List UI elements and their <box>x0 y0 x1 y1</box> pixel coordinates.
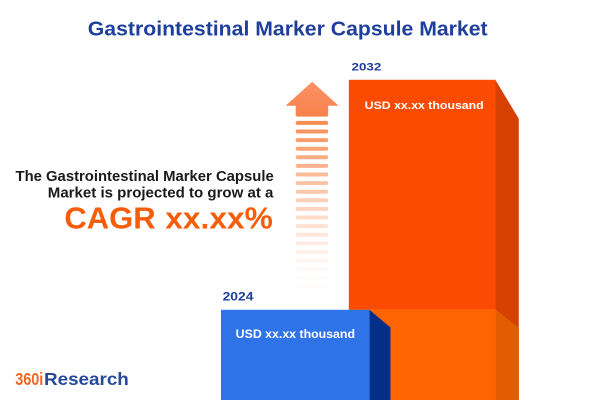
svg-text:The Gastrointestinal Marker Ca: The Gastrointestinal Marker Capsule <box>16 169 274 185</box>
svg-text:CAGR: CAGR <box>64 201 155 236</box>
svg-text:Market is projected to grow at: Market is projected to grow at a <box>48 185 275 201</box>
svg-text:2024: 2024 <box>223 289 254 303</box>
svg-text:2032: 2032 <box>352 62 382 74</box>
svg-text:Research: Research <box>44 369 129 389</box>
svg-text:Gastrointestinal Marker Capsul: Gastrointestinal Marker Capsule Market <box>88 19 488 41</box>
svg-text:USD xx.xx thousand: USD xx.xx thousand <box>236 327 355 341</box>
svg-text:360i: 360i <box>15 369 43 389</box>
svg-text:xx.xx%: xx.xx% <box>165 201 272 236</box>
svg-text:USD xx.xx thousand: USD xx.xx thousand <box>365 100 484 112</box>
